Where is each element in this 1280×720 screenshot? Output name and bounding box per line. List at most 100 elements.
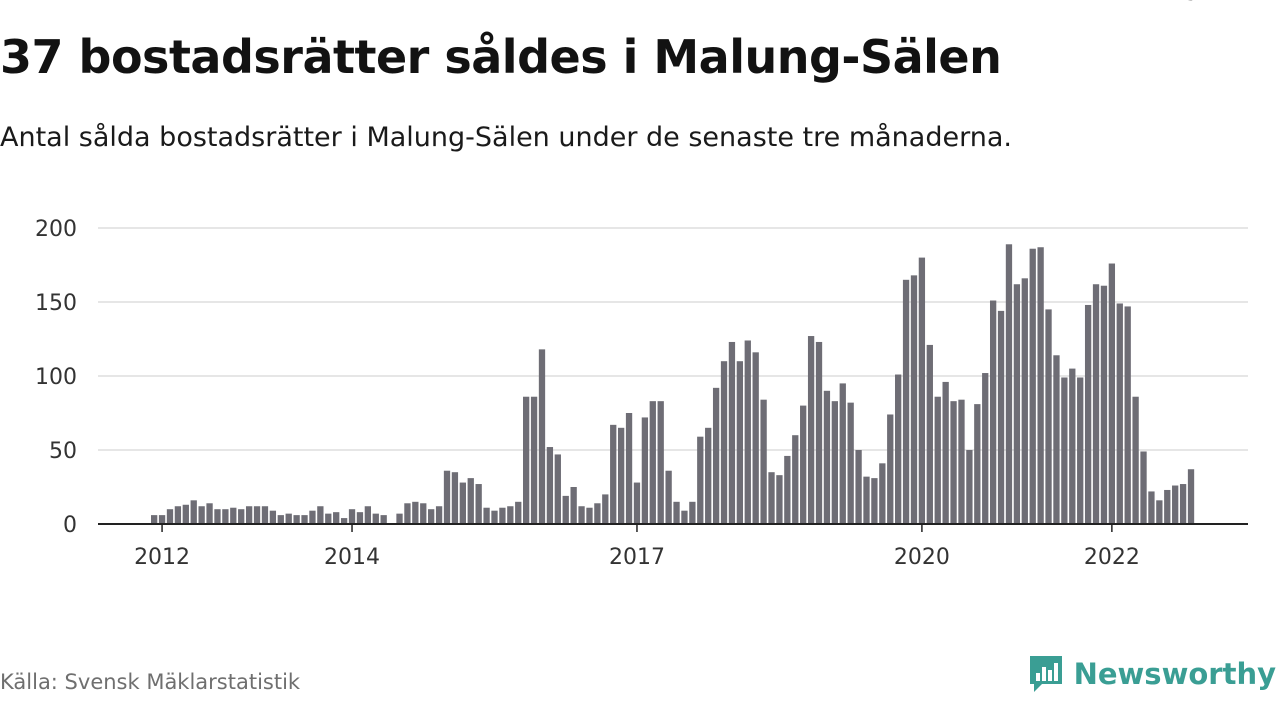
bar <box>1108 263 1116 524</box>
bar <box>546 447 554 524</box>
bar <box>1053 355 1060 524</box>
bar <box>198 506 205 524</box>
bar <box>831 401 838 524</box>
bar <box>950 401 957 524</box>
bar <box>792 435 799 524</box>
bar <box>942 381 949 524</box>
bar <box>1164 489 1171 524</box>
bar <box>879 463 886 524</box>
bar <box>823 390 831 524</box>
bar <box>633 482 641 524</box>
bar <box>285 513 292 524</box>
bar <box>705 427 712 524</box>
bar <box>910 275 918 524</box>
bar <box>958 399 965 524</box>
bar <box>1156 500 1163 524</box>
bar <box>1100 285 1108 524</box>
page-title: 37 bostadsrätter såldes i Malung-Sälen <box>0 30 1002 84</box>
bar <box>491 510 498 524</box>
bar <box>277 515 284 524</box>
bar <box>871 478 878 524</box>
newsworthy-logo-icon <box>1029 656 1062 692</box>
bar <box>348 509 356 524</box>
bar <box>317 506 324 524</box>
bar <box>261 506 269 524</box>
bar <box>902 279 910 524</box>
bar <box>340 518 348 524</box>
bar <box>776 475 783 524</box>
bar <box>736 361 744 524</box>
bar <box>1132 396 1139 524</box>
bar <box>538 349 546 524</box>
bar <box>1179 484 1187 524</box>
bar <box>396 513 403 524</box>
bar <box>1124 306 1131 524</box>
bar <box>625 413 633 524</box>
bar <box>1037 247 1044 525</box>
bar <box>847 402 854 524</box>
bar <box>166 509 174 524</box>
x-tick-label: 2022 <box>1084 545 1140 570</box>
x-tick-label: 2020 <box>894 545 950 570</box>
bar <box>815 341 823 524</box>
bar <box>1069 368 1076 524</box>
bar <box>435 506 443 524</box>
bar <box>1172 485 1179 524</box>
bar <box>982 373 989 524</box>
bar <box>728 341 736 524</box>
y-tick-label: 150 <box>35 291 77 316</box>
bar <box>665 470 672 524</box>
bar <box>1045 309 1052 524</box>
page-subtitle: Antal sålda bostadsrätter i Malung-Sälen… <box>0 122 1012 153</box>
bar <box>1077 377 1084 524</box>
bar <box>222 509 229 524</box>
bar <box>752 352 759 524</box>
bar <box>744 340 751 524</box>
x-tick-label: 2012 <box>134 545 190 570</box>
y-tick-label: 200 <box>35 217 77 242</box>
highlight-value-label: 37 <box>1184 0 1215 6</box>
bar <box>562 495 569 524</box>
bar <box>451 472 459 524</box>
x-tick-label: 2017 <box>609 545 665 570</box>
bar <box>784 455 791 524</box>
bar <box>807 336 815 524</box>
bar <box>1187 469 1195 524</box>
bar <box>610 424 617 524</box>
bar <box>372 513 379 524</box>
bar-chart: 0 50 100 150 200 37 2012 2014 2017 2020 2022 <box>35 0 1248 570</box>
bar <box>293 515 300 524</box>
bar <box>364 506 372 524</box>
brand-name: Newsworthy <box>1073 657 1276 691</box>
bar <box>523 396 530 524</box>
bar <box>712 387 720 524</box>
bar <box>1148 491 1155 524</box>
bar <box>467 478 474 524</box>
bar <box>443 470 451 524</box>
y-tick-label: 0 <box>63 513 77 538</box>
x-tick-label: 2014 <box>324 545 380 570</box>
bar <box>1084 304 1092 524</box>
bar <box>515 501 522 524</box>
bar <box>800 405 807 524</box>
bar <box>697 436 704 524</box>
bar <box>190 500 197 524</box>
bar <box>475 484 482 524</box>
bar <box>989 300 997 524</box>
bar <box>1021 278 1028 524</box>
bar <box>760 399 767 524</box>
bar <box>301 515 308 524</box>
bar <box>206 503 213 524</box>
bar <box>499 507 506 524</box>
bar <box>1116 303 1123 524</box>
bar <box>1092 284 1100 524</box>
bar <box>1029 248 1036 524</box>
bar <box>230 507 237 524</box>
bar <box>966 450 973 524</box>
bar <box>182 504 189 524</box>
bar <box>238 509 245 524</box>
bar <box>570 487 577 524</box>
bar <box>1005 244 1013 524</box>
bar <box>887 414 894 524</box>
bar <box>253 506 261 524</box>
